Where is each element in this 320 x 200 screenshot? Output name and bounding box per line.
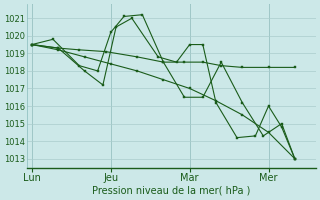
X-axis label: Pression niveau de la mer( hPa ): Pression niveau de la mer( hPa ) bbox=[92, 186, 251, 196]
